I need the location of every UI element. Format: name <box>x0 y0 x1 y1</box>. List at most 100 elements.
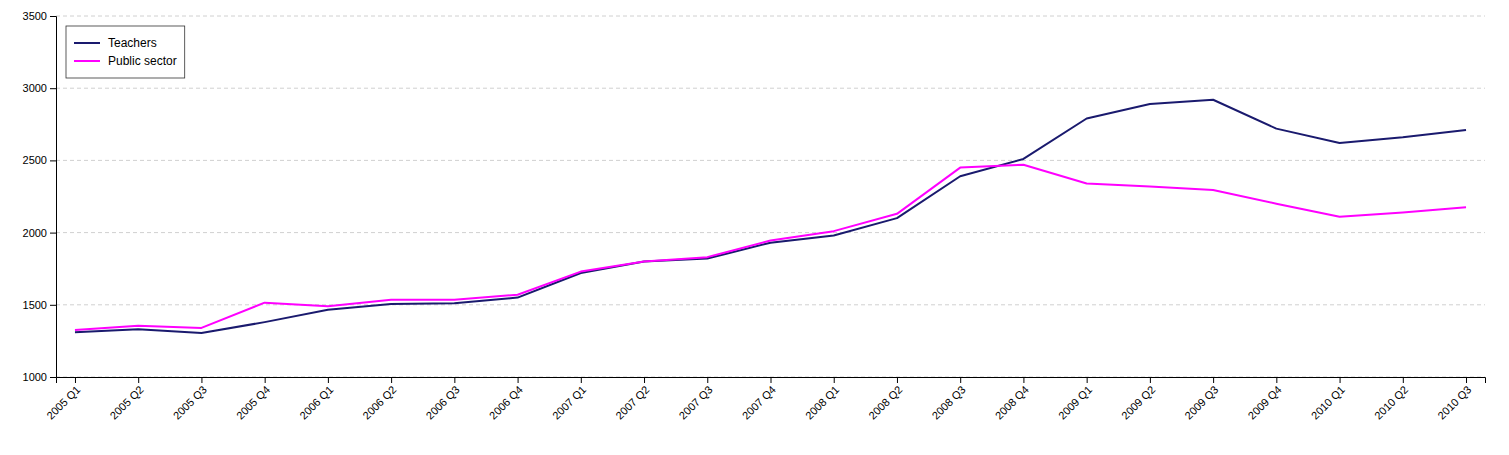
tick-mark <box>75 377 76 383</box>
x-tick-label: 2005 Q3 <box>171 383 209 421</box>
tick-mark <box>265 377 266 383</box>
tick-mark <box>1023 377 1024 383</box>
chart-svg: 2005 Q1 2005 Q2 2005 Q3 2005 Q4 2006 Q1 2006 … <box>0 0 1509 455</box>
tick-mark <box>1276 377 1277 383</box>
tick-mark <box>1213 377 1214 383</box>
x-tick-label: 2009 Q2 <box>1119 383 1157 421</box>
x-tick: 2006 Q1 <box>297 377 335 422</box>
x-tick-label: 2009 Q4 <box>1246 383 1284 421</box>
x-tick-label: 2005 Q1 <box>44 383 82 421</box>
legend-frame <box>66 26 185 78</box>
x-tick: 2007 Q3 <box>676 377 714 422</box>
tick-mark <box>50 377 56 378</box>
x-tick-label: 2008 Q2 <box>866 383 904 421</box>
y-tick-label: 1000 <box>23 371 47 383</box>
x-tick: 2008 Q2 <box>866 377 904 422</box>
tick-mark <box>328 377 329 383</box>
tick-mark <box>707 377 708 383</box>
y-axis: 1000 1500 2000 2500 3000 3500 <box>23 10 57 383</box>
x-tick: 2008 Q3 <box>929 377 967 422</box>
y-tick: 1500 <box>23 299 56 311</box>
y-tick-label: 1500 <box>23 299 47 311</box>
tick-mark <box>201 377 202 383</box>
y-tick-label: 3000 <box>23 82 47 94</box>
tick-mark <box>138 377 139 383</box>
grid-line <box>56 232 1485 233</box>
tick-mark <box>834 377 835 383</box>
grid-line <box>56 16 1485 17</box>
y-tick: 1000 <box>23 371 56 383</box>
series-group <box>75 100 1466 333</box>
axis-domain <box>50 17 57 378</box>
tick-mark <box>1466 377 1467 383</box>
x-tick: 2009 Q4 <box>1246 377 1284 422</box>
x-tick: 2005 Q2 <box>107 377 145 422</box>
grid <box>56 16 1485 377</box>
legend: Teachers Public sector <box>66 26 185 78</box>
chart-container: 2005 Q1 2005 Q2 2005 Q3 2005 Q4 2006 Q1 2006 … <box>0 0 1509 455</box>
x-tick: 2008 Q1 <box>803 377 841 422</box>
tick-mark <box>454 377 455 383</box>
x-tick-label: 2010 Q2 <box>1372 383 1410 421</box>
x-tick: 2006 Q2 <box>360 377 398 422</box>
x-tick-label: 2009 Q3 <box>1182 383 1220 421</box>
x-tick-label: 2008 Q1 <box>803 383 841 421</box>
x-tick-label: 2006 Q1 <box>297 383 335 421</box>
axis-domain <box>57 378 1486 384</box>
x-tick-label: 2008 Q4 <box>993 383 1031 421</box>
y-tick: 3000 <box>23 82 56 94</box>
y-tick: 2000 <box>23 227 56 239</box>
x-tick: 2009 Q2 <box>1119 377 1157 422</box>
x-tick-label: 2005 Q4 <box>234 383 272 421</box>
y-tick: 3500 <box>23 10 56 22</box>
tick-mark <box>581 377 582 383</box>
x-tick-label: 2010 Q3 <box>1435 383 1473 421</box>
tick-mark <box>50 88 56 89</box>
tick-mark <box>644 377 645 383</box>
plot: 2005 Q1 2005 Q2 2005 Q3 2005 Q4 2006 Q1 2006 … <box>23 10 1486 422</box>
x-axis: 2005 Q1 2005 Q2 2005 Q3 2005 Q4 2006 Q1 2006 … <box>44 377 1485 422</box>
x-tick: 2005 Q4 <box>234 377 272 422</box>
x-tick: 2009 Q1 <box>1056 377 1094 422</box>
tick-mark <box>1340 377 1341 383</box>
x-tick: 2006 Q4 <box>487 377 525 422</box>
x-tick: 2010 Q1 <box>1309 377 1347 422</box>
tick-mark <box>960 377 961 383</box>
x-tick: 2007 Q2 <box>613 377 651 422</box>
x-tick: 2010 Q3 <box>1435 377 1473 422</box>
tick-mark <box>1150 377 1151 383</box>
x-tick-label: 2007 Q3 <box>676 383 714 421</box>
tick-mark <box>1087 377 1088 383</box>
legend-label: Teachers <box>108 36 157 50</box>
x-tick: 2005 Q1 <box>44 377 82 422</box>
tick-mark <box>1403 377 1404 383</box>
x-tick: 2010 Q2 <box>1372 377 1410 422</box>
y-tick: 2500 <box>23 154 56 166</box>
tick-mark <box>50 160 56 161</box>
y-tick-label: 2000 <box>23 227 47 239</box>
x-tick-label: 2005 Q2 <box>107 383 145 421</box>
x-tick-label: 2010 Q1 <box>1309 383 1347 421</box>
tick-mark <box>391 377 392 383</box>
tick-mark <box>50 16 56 17</box>
x-tick-label: 2006 Q4 <box>487 383 525 421</box>
x-tick-label: 2007 Q4 <box>740 383 778 421</box>
x-tick: 2007 Q1 <box>550 377 588 422</box>
tick-mark <box>771 377 772 383</box>
series-line <box>75 100 1466 333</box>
legend-swatch <box>74 42 100 44</box>
x-tick: 2009 Q3 <box>1182 377 1220 422</box>
x-tick-label: 2006 Q3 <box>424 383 462 421</box>
tick-mark <box>518 377 519 383</box>
series-line <box>75 165 1466 330</box>
grid-line <box>56 88 1485 89</box>
x-tick-label: 2006 Q2 <box>360 383 398 421</box>
x-tick: 2006 Q3 <box>424 377 462 422</box>
x-tick-label: 2007 Q2 <box>613 383 651 421</box>
tick-mark <box>50 305 56 306</box>
legend-label: Public sector <box>108 54 177 68</box>
x-tick: 2008 Q4 <box>993 377 1031 422</box>
x-tick: 2005 Q3 <box>171 377 209 422</box>
y-tick-label: 2500 <box>23 154 47 166</box>
x-tick: 2007 Q4 <box>740 377 778 422</box>
